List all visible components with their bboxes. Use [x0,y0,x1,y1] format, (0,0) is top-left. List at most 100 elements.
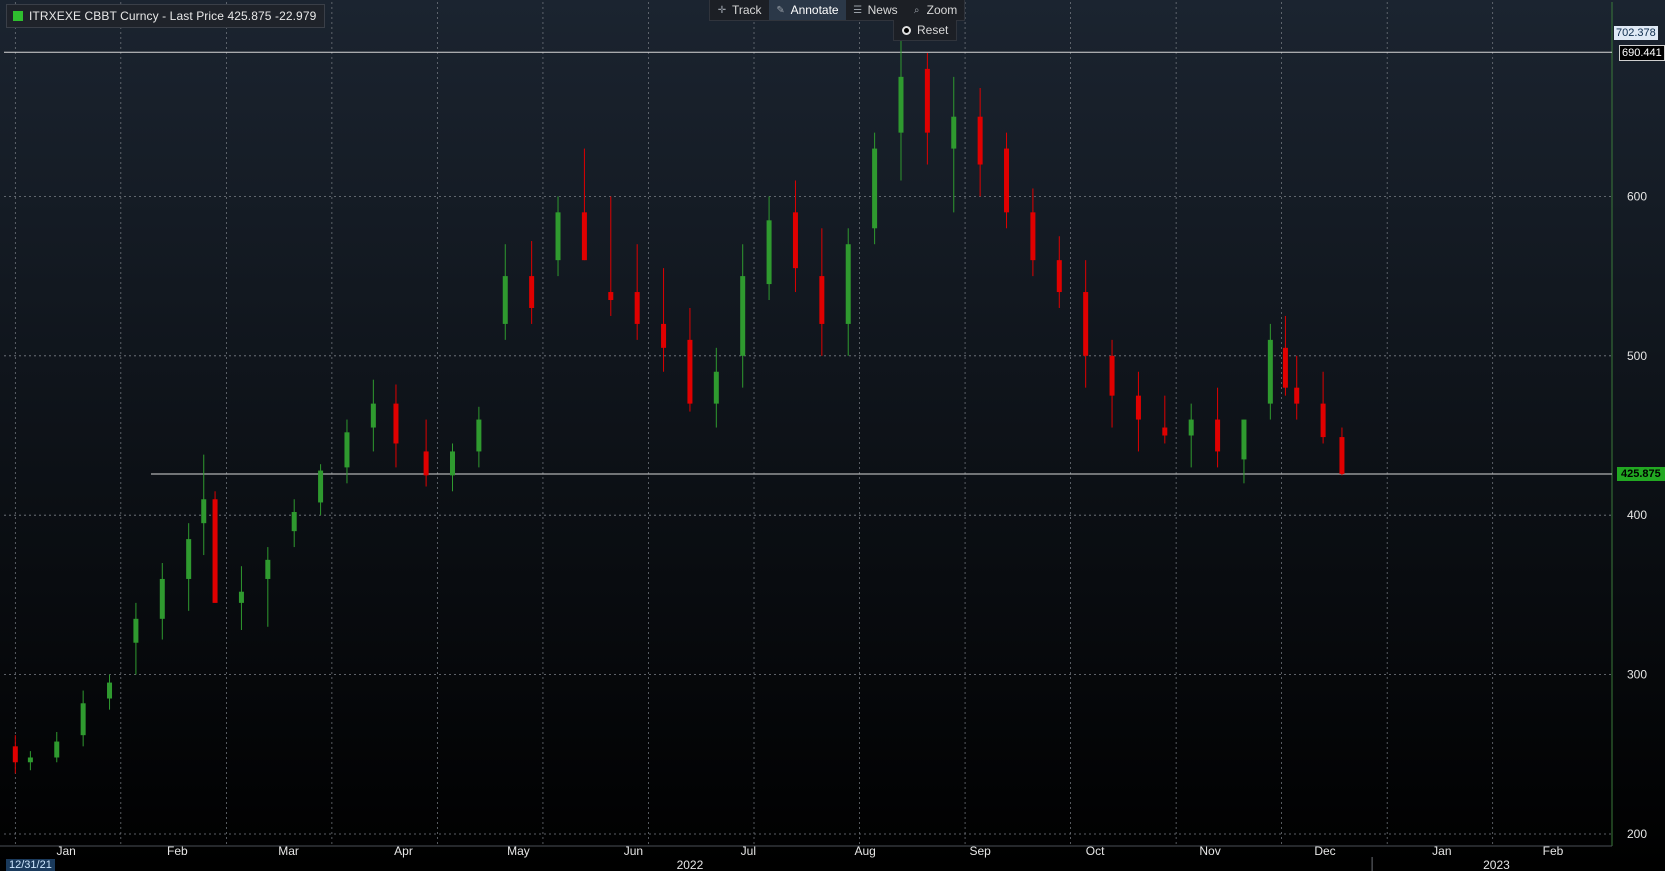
candle-body [370,403,376,428]
x-tick-label: Dec [1314,844,1335,858]
candle-body [27,757,33,763]
candle-body [1188,419,1194,436]
y-tick-label: 200 [1627,827,1647,841]
candle-body [449,451,455,476]
candle-body [80,703,86,736]
candle-body [1282,347,1288,388]
x-tick-label: Nov [1199,844,1220,858]
candle-body [766,220,772,285]
candle-body [1135,395,1141,420]
candle-body [265,559,271,579]
candle-body [133,618,139,643]
candle-body [713,371,719,404]
annotate-label: Annotate [790,3,839,17]
candle-body [201,499,207,524]
news-label: News [867,3,898,17]
candle-body [740,276,746,356]
x-tick-label: Feb [1543,844,1564,858]
year-label: 2023 [1483,858,1510,871]
annotate-button[interactable]: ✎ Annotate [768,0,846,20]
news-icon: ☰ [853,4,863,16]
start-date-label: 12/31/21 [6,859,55,871]
candle-body [1294,387,1300,404]
candle-body [529,276,535,308]
candle-body [159,578,165,619]
year-label: 2022 [677,858,704,871]
x-tick-label: Jan [57,844,76,858]
resistance-price-tag: 690.441 [1619,45,1665,61]
candle-body [238,591,244,603]
candle-body [502,276,508,324]
chart-toolbar: ✛ Track ✎ Annotate ☰ News ⌕ Zoom [709,0,966,21]
candle-body [792,212,798,269]
x-tick-label: Apr [394,844,413,858]
reset-icon [902,25,911,35]
track-button[interactable]: ✛ Track [710,0,769,20]
reset-button[interactable]: Reset [893,20,958,41]
candle-body [581,212,587,261]
candle-body [1320,403,1326,438]
candle-body [634,292,640,324]
candle-body [1339,437,1345,474]
candle-body [951,116,957,149]
candle-body [476,419,482,452]
legend-text: ITRXEXE CBBT Curncy - Last Price 425.875… [29,9,317,23]
candle-body [1215,419,1221,452]
x-tick-label: Aug [855,844,876,858]
series-color-swatch [13,11,23,21]
security-legend[interactable]: ITRXEXE CBBT Curncy - Last Price 425.875… [6,4,326,28]
candle-body [977,116,983,165]
candle-body [1056,260,1062,293]
x-tick-label: May [507,844,530,858]
candle-body [555,212,561,261]
candle-body [872,148,878,229]
news-button[interactable]: ☰ News [846,0,905,20]
candle-body [186,539,192,579]
candle-body [1030,212,1036,261]
y-tick-label: 600 [1627,189,1647,203]
candle-body [819,276,825,324]
candle-body [687,339,693,404]
candle-body [54,741,60,758]
x-tick-label: Jul [741,844,756,858]
candle-body [1267,339,1273,404]
candle-body [423,451,429,476]
candle-body [661,323,667,348]
magnifier-icon: ⌕ [913,4,920,16]
candle-body [608,292,614,301]
candle-body [393,403,399,444]
zoom-label: Zoom [926,3,958,17]
x-tick-label: Sep [969,844,991,858]
candle-body [212,499,218,603]
candle-body [12,746,18,763]
x-tick-label: Mar [278,844,299,858]
x-tick-label: Oct [1086,844,1105,858]
candle-body [898,76,904,133]
x-tick-label: Jan [1432,844,1451,858]
y-tick-label: 400 [1627,508,1647,522]
candle-body [845,244,851,324]
pencil-icon: ✎ [776,4,785,16]
candle-body [318,470,324,503]
candle-body [1162,427,1168,436]
candle-body [344,432,350,468]
zoom-button[interactable]: ⌕ Zoom [905,0,965,20]
x-tick-label: Jun [624,844,643,858]
y-tick-label: 500 [1627,349,1647,363]
x-tick-label: Feb [167,844,188,858]
track-label: Track [732,3,762,17]
candle-body [924,68,930,133]
candle-body [291,512,297,532]
reset-label: Reset [917,23,949,37]
last-price-tag: 425.875 [1617,467,1665,481]
y-tick-label: 300 [1627,668,1647,682]
candle-body [1004,148,1010,213]
candle-body [107,682,113,699]
high-price-tag: 702.378 [1614,26,1658,40]
crosshair-icon: ✛ [717,4,727,16]
candle-body [1109,355,1115,396]
candle-body [1241,419,1247,460]
